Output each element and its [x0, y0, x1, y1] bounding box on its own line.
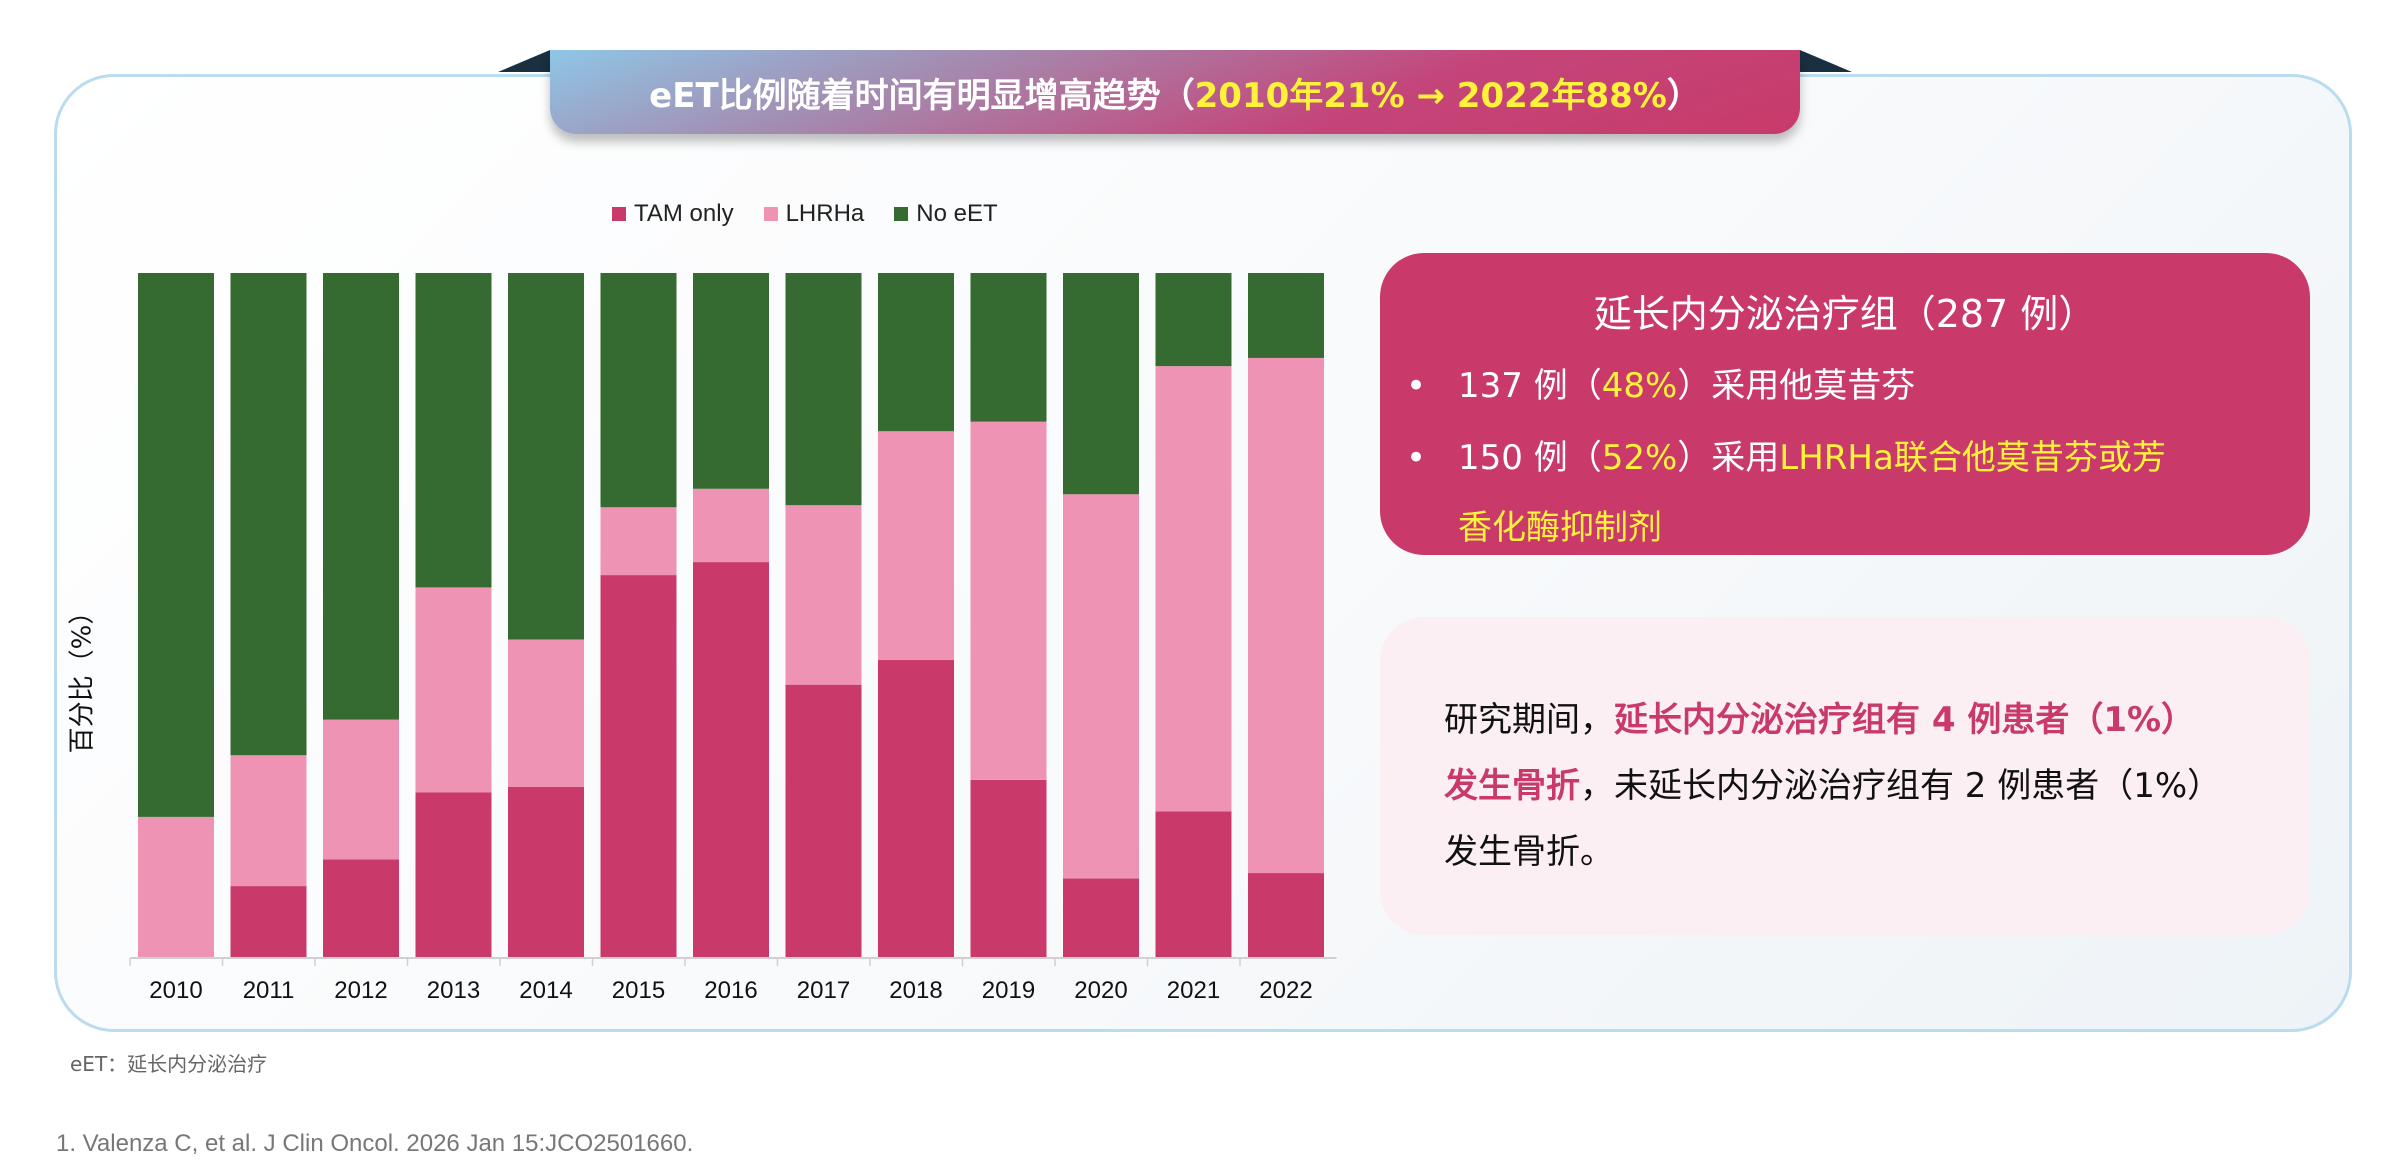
bar-lhrha-2016: [693, 488, 769, 563]
bar-lhrha-2011: [230, 755, 307, 887]
legend-swatch: [763, 207, 778, 221]
bar-lhrha-2013: [415, 587, 492, 793]
highlight: 发生骨折: [1444, 766, 1580, 806]
bar-lhrha-2017: [785, 505, 862, 685]
banner-fold-right: [1800, 50, 1852, 72]
bar-no-eet-2015: [600, 273, 677, 508]
banner-text: eET比例随着时间有明显增高趋势（: [649, 75, 1195, 116]
legend-label: LHRHa: [785, 200, 865, 227]
banner-title: eET比例随着时间有明显增高趋势（ 2010年21% → 2022年88%）: [550, 50, 1800, 134]
stacked-bar-chart: 2010 2011 2012 2013 2014 2015 2016 2017 2018 2019…: [129, 273, 1337, 1004]
bar-tam-only-2018: [878, 660, 954, 958]
bar-lhrha-2018: [878, 431, 954, 661]
x-tick-label: 2021: [1167, 977, 1220, 1004]
bar-no-eet-2022: [1248, 273, 1324, 358]
bar-no-eet-2020: [1063, 273, 1139, 495]
highlight: LHRHa联合他莫昔芬或芳: [1779, 438, 2166, 478]
bar-no-eet-2014: [508, 273, 584, 640]
highlight: 香化酶抑制剂: [1458, 508, 1662, 548]
bullet-lhrha: • 150 例（52%）采用LHRHa联合他莫昔芬或芳香化酶抑制剂: [1406, 423, 2166, 563]
bullet-icon: •: [1406, 366, 1427, 406]
bar-no-eet-2011: [230, 273, 307, 756]
x-tick-label: 2012: [334, 977, 387, 1004]
bar-no-eet-2012: [323, 273, 399, 720]
text: ）采用他莫昔芬: [1677, 366, 1916, 406]
bar-tam-only-2022: [1248, 873, 1324, 958]
x-tick-label: 2016: [704, 977, 757, 1004]
legend-item-no-eet: No eET: [894, 200, 998, 228]
text: 发生骨折。: [1444, 832, 1614, 872]
bar-tam-only-2011: [230, 886, 307, 958]
y-axis-label: 百分比（%）: [67, 598, 98, 754]
x-tick-label: 2013: [427, 977, 480, 1004]
x-tick-label: 2011: [243, 977, 295, 1004]
highlight: 延长内分泌治疗组有 4 例患者（1%）: [1614, 700, 2196, 740]
banner-fold-left: [498, 50, 550, 72]
text: 137 例（: [1458, 366, 1602, 406]
bar-lhrha-2015: [600, 507, 677, 576]
text: 150 例（: [1458, 438, 1602, 478]
banner-highlight: 2010年21% → 2022年88%: [1194, 75, 1667, 116]
bar-lhrha-2022: [1248, 357, 1324, 874]
legend-swatch: [894, 207, 909, 221]
bar-tam-only-2016: [693, 562, 769, 958]
bar-no-eet-2016: [693, 273, 769, 489]
bar-tam-only-2012: [323, 859, 399, 958]
fracture-box: 研究期间，延长内分泌治疗组有 4 例患者（1%） 发生骨折，未延长内分泌治疗组有…: [1380, 617, 2310, 935]
bar-no-eet-2017: [785, 273, 862, 506]
x-tick-label: 2022: [1259, 977, 1312, 1004]
bar-no-eet-2010: [138, 273, 214, 817]
bar-lhrha-2020: [1063, 494, 1139, 879]
bullet-icon: •: [1406, 438, 1427, 478]
bar-lhrha-2021: [1155, 366, 1232, 812]
legend-swatch: [612, 207, 626, 221]
title-banner: eET比例随着时间有明显增高趋势（ 2010年21% → 2022年88%）: [498, 50, 1852, 140]
text: 研究期间，: [1444, 700, 1614, 740]
banner-text-end: ）: [1666, 75, 1701, 116]
x-tick-label: 2010: [149, 977, 202, 1004]
x-tick-label: 2017: [797, 977, 850, 1004]
x-tick-label: 2015: [612, 977, 665, 1004]
legend-label: No eET: [916, 200, 998, 227]
bar-lhrha-2019: [970, 421, 1047, 780]
highlight: 48%: [1601, 366, 1678, 406]
legend-label: TAM only: [634, 200, 734, 227]
bar-tam-only-2013: [415, 792, 492, 958]
legend-item-lhrha: LHRHa: [763, 200, 865, 228]
x-tick-label: 2014: [519, 977, 572, 1004]
eet-group-title: 延长内分泌治疗组（287 例）: [1593, 292, 2097, 336]
text: ，未延长内分泌治疗组有 2 例患者（1%）: [1580, 766, 2222, 806]
chart-legend: TAM only LHRHa No eET: [612, 200, 998, 228]
bar-lhrha-2012: [323, 719, 399, 860]
eet-group-box: 延长内分泌治疗组（287 例） • 137 例（48%）采用他莫昔芬 • 150…: [1380, 253, 2310, 555]
bar-tam-only-2017: [785, 684, 862, 958]
x-tick-label: 2018: [889, 977, 942, 1004]
bar-tam-only-2015: [600, 575, 677, 958]
bar-tam-only-2014: [508, 786, 584, 958]
highlight: 52%: [1601, 438, 1678, 478]
bar-no-eet-2013: [415, 273, 492, 588]
legend-item-tam: TAM only: [612, 200, 734, 228]
bar-lhrha-2014: [508, 639, 584, 787]
bullet-tam: • 137 例（48%）采用他莫昔芬: [1406, 351, 1916, 421]
x-tick-label: 2019: [982, 977, 1035, 1004]
bar-tam-only-2021: [1155, 811, 1232, 958]
bar-lhrha-2010: [138, 816, 214, 958]
bar-no-eet-2021: [1155, 273, 1232, 367]
bar-tam-only-2019: [970, 779, 1047, 958]
bar-no-eet-2018: [878, 273, 954, 432]
text: ）采用: [1677, 438, 1780, 478]
bar-tam-only-2020: [1063, 878, 1139, 958]
bar-no-eet-2019: [970, 273, 1047, 422]
x-tick-label: 2020: [1074, 977, 1127, 1004]
reference: 1. Valenza C, et al. J Clin Oncol. 2026 …: [56, 1130, 694, 1157]
abbreviation-note: eET：延长内分泌治疗: [70, 1052, 268, 1076]
